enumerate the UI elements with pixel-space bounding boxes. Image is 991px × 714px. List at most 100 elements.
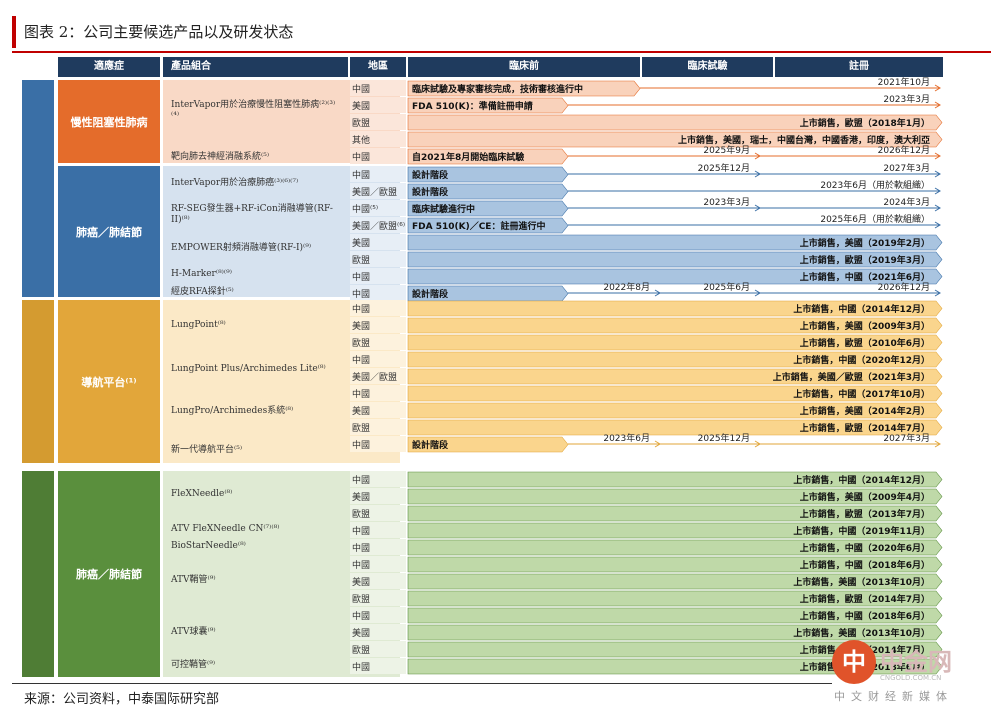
progress-bar xyxy=(407,488,943,505)
milestone-date: 2026年12月 xyxy=(878,281,930,293)
region-label: 歐盟 xyxy=(352,337,370,349)
milestone-arrowhead xyxy=(934,170,941,178)
figure-title: 图表 2：公司主要候选产品以及研发状态 xyxy=(12,16,293,48)
region-cell xyxy=(350,641,406,657)
region-label: 中國 xyxy=(352,271,370,283)
progress-bar xyxy=(407,183,569,200)
region-label: 中國 xyxy=(352,661,370,673)
progress-bar xyxy=(407,285,569,302)
bar-label: 上市銷售，美國（2013年10月） xyxy=(793,576,930,588)
category-band-3 xyxy=(22,471,54,677)
bar-label: 上市銷售，中國（2014年12月） xyxy=(793,303,930,315)
progress-bar xyxy=(407,505,943,522)
progress-bar xyxy=(407,317,943,334)
product-lungpoint: LungPoint⁽⁸⁾ xyxy=(171,320,226,330)
progress-bar xyxy=(407,556,943,573)
region-label: 美國 xyxy=(352,405,370,417)
region-label: 中國⁽⁵⁾ xyxy=(352,203,378,215)
watermark-url: CNGOLD.COM.CN xyxy=(880,674,942,682)
category-band-1 xyxy=(22,80,54,297)
region-label: 美國 xyxy=(352,576,370,588)
bar-label: 上市銷售，歐盟（2010年6月） xyxy=(800,337,930,349)
product-lungpro: LungPro/Archimedes系統⁽⁸⁾ xyxy=(171,406,294,416)
region-label: 中國 xyxy=(352,559,370,571)
bar-label: 上市銷售，中國（2021年6月） xyxy=(800,271,930,283)
region-label: 中國 xyxy=(352,303,370,315)
region-cell xyxy=(350,114,406,130)
milestone-arrowhead xyxy=(934,221,941,229)
progress-bar xyxy=(407,351,943,368)
region-label: 歐盟 xyxy=(352,117,370,129)
product-flexneedle: FleXNeedle⁽⁸⁾ xyxy=(171,489,233,499)
product-rf-seg: RF-SEG發生器+RF-iCon消融導管(RF-II)⁽⁸⁾ xyxy=(171,204,333,225)
bar-label: 上市銷售，歐盟（2014年7月） xyxy=(800,593,930,605)
progress-bar xyxy=(407,368,943,385)
bar-label: 上市銷售，美國（2014年2月） xyxy=(800,405,930,417)
progress-bar xyxy=(407,624,943,641)
progress-bar xyxy=(407,234,943,251)
bar-label: 上市銷售，歐盟（2014年7月） xyxy=(800,422,930,434)
milestone-date: 2021年10月 xyxy=(878,76,930,88)
region-label: 歐盟 xyxy=(352,508,370,520)
progress-bar xyxy=(407,419,943,436)
bar-label: 上市銷售，中國（2020年6月） xyxy=(800,542,930,554)
product-next-gen-nav: 新一代導航平台⁽⁵⁾ xyxy=(171,445,243,455)
milestone-arrowhead xyxy=(934,289,941,297)
header-indication: 適應症 xyxy=(58,57,160,77)
region-cell xyxy=(350,166,406,182)
region-cell xyxy=(350,402,406,418)
product-steerable-sheath: 可控鞘管⁽⁹⁾ xyxy=(171,660,216,670)
indication-copd: 慢性阻塞性肺病 xyxy=(58,80,160,163)
milestone-date: 2025年6月（用於軟組織） xyxy=(820,213,930,225)
region-label: 其他 xyxy=(352,134,370,146)
progress-bar xyxy=(407,436,569,453)
region-label: 美國 xyxy=(352,627,370,639)
progress-bar xyxy=(407,148,569,165)
milestone-arrowhead xyxy=(934,204,941,212)
region-cell xyxy=(350,334,406,350)
milestone-date: 2023年6月 xyxy=(603,432,650,444)
progress-bar xyxy=(407,607,943,624)
region-label: 中國 xyxy=(352,354,370,366)
region-cell xyxy=(350,80,406,96)
milestone-date: 2027年3月 xyxy=(883,162,930,174)
region-label: 美國 xyxy=(352,100,370,112)
region-label: 歐盟 xyxy=(352,422,370,434)
region-cell xyxy=(350,419,406,435)
bar-label: 上市銷售，中國（2017年10月） xyxy=(793,388,930,400)
bar-label: FDA 510(K)：準備註冊申請 xyxy=(412,100,533,112)
region-cell xyxy=(350,488,406,504)
product-intervapor-copd: InterVapor用於治療慢性阻塞性肺病⁽²⁾⁽³⁾⁽⁴⁾ xyxy=(171,100,336,121)
watermark-name: 中金网 xyxy=(880,647,952,676)
bar-label: 上市銷售，美國（2009年3月） xyxy=(800,320,930,332)
watermark-logo: 中 xyxy=(832,640,876,684)
source-rule xyxy=(12,683,832,684)
region-cell xyxy=(350,590,406,606)
region-cell xyxy=(350,131,406,147)
watermark-tagline: 中文财经新媒体 xyxy=(834,690,953,703)
region-label: 中國 xyxy=(352,151,370,163)
region-cell xyxy=(350,658,406,674)
bar-label: 上市銷售，美國／歐盟（2021年3月） xyxy=(773,371,930,383)
milestone-date: 2025年9月 xyxy=(703,144,750,156)
bar-label: 上市銷售，中國（2014年12月） xyxy=(793,474,930,486)
region-cell xyxy=(350,436,406,452)
header-product: 產品組合 xyxy=(163,57,348,77)
region-cell xyxy=(350,385,406,401)
region-label: 美國／歐盟 xyxy=(352,371,397,383)
indication-lung-cancer-2: 肺癌／肺結節 xyxy=(58,471,160,677)
region-label: 中國 xyxy=(352,83,370,95)
region-label: 中國 xyxy=(352,288,370,300)
region-label: 中國 xyxy=(352,542,370,554)
milestone-date: 2023年3月 xyxy=(703,196,750,208)
region-cell xyxy=(350,268,406,284)
region-label: 中國 xyxy=(352,388,370,400)
progress-bar xyxy=(407,385,943,402)
milestone-arrowhead xyxy=(934,440,941,448)
milestone-date: 2022年8月 xyxy=(603,281,650,293)
milestone-date: 2023年3月 xyxy=(883,93,930,105)
region-cell xyxy=(350,317,406,333)
progress-bar xyxy=(407,300,943,317)
watermark: 中 中金网 CNGOLD.COM.CN 中文财经新媒体 xyxy=(832,640,982,710)
region-cell xyxy=(350,573,406,589)
